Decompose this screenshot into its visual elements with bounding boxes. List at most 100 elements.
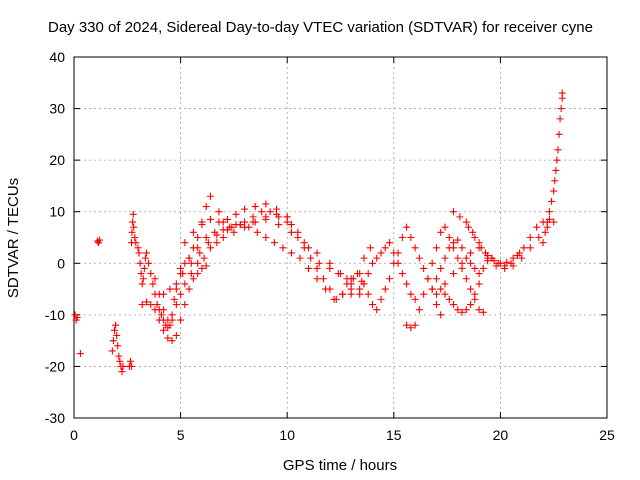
y-tick-label: 20 — [49, 152, 65, 168]
data-point — [467, 285, 475, 293]
data-point — [138, 301, 146, 309]
y-tick-label: 0 — [57, 255, 65, 271]
data-point — [177, 290, 185, 298]
data-point — [116, 357, 124, 365]
data-point — [471, 290, 479, 298]
data-point — [475, 270, 483, 278]
data-point — [445, 295, 453, 303]
data-point — [172, 301, 180, 309]
y-tick-label: -30 — [45, 410, 65, 426]
data-point — [356, 270, 364, 278]
data-point — [179, 270, 187, 278]
data-point — [202, 203, 210, 211]
data-point — [141, 254, 149, 262]
series-late-c — [464, 223, 524, 267]
series-early-cluster-a — [108, 321, 136, 376]
data-point — [411, 295, 419, 303]
data-point — [139, 275, 147, 283]
data-point — [432, 290, 440, 298]
data-point — [373, 254, 381, 262]
data-point — [550, 218, 558, 226]
data-point — [177, 264, 185, 272]
data-point — [232, 221, 240, 229]
data-point — [118, 368, 126, 376]
data-point — [273, 205, 281, 213]
data-point — [189, 275, 197, 283]
data-point — [128, 228, 136, 236]
data-point — [377, 295, 385, 303]
data-point — [219, 226, 227, 234]
data-point — [241, 205, 249, 213]
data-point — [279, 244, 287, 252]
data-point — [206, 215, 214, 223]
data-point — [475, 280, 483, 288]
data-point — [337, 270, 344, 278]
data-point — [432, 275, 440, 283]
data-point — [475, 306, 483, 314]
data-point — [520, 244, 528, 252]
data-point — [170, 295, 178, 303]
data-point — [206, 244, 214, 252]
data-point — [360, 254, 368, 262]
data-point — [111, 326, 119, 334]
data-point — [445, 234, 453, 241]
data-point — [326, 264, 334, 272]
data-point — [114, 342, 122, 350]
data-point — [177, 316, 185, 324]
data-point — [469, 228, 477, 236]
data-point — [202, 262, 210, 270]
data-point — [533, 223, 541, 231]
data-point — [251, 203, 259, 211]
data-point — [307, 254, 315, 262]
data-point — [300, 244, 308, 252]
data-point — [262, 200, 270, 208]
data-point — [270, 239, 278, 247]
data-point — [432, 244, 440, 252]
y-tick-label: 30 — [49, 101, 65, 117]
data-point — [445, 244, 453, 252]
data-point — [415, 306, 423, 314]
data-point — [557, 105, 565, 113]
y-tick-label: -20 — [45, 358, 65, 374]
data-point — [147, 301, 155, 309]
data-point — [96, 236, 104, 244]
data-point — [224, 215, 232, 223]
data-point — [232, 210, 240, 218]
data-point — [458, 259, 466, 267]
data-point — [134, 244, 142, 252]
series-arc-5 — [181, 200, 366, 285]
x-tick-label: 10 — [279, 427, 295, 443]
series-early-isolated — [71, 236, 104, 358]
data-point — [437, 228, 445, 236]
data-point — [364, 290, 372, 298]
data-point — [315, 259, 323, 267]
data-point — [164, 334, 172, 342]
data-point — [462, 254, 470, 262]
data-point — [206, 192, 214, 200]
data-point — [160, 326, 168, 334]
data-point — [381, 285, 389, 293]
data-point — [137, 270, 145, 278]
data-point — [373, 306, 381, 314]
data-point — [119, 362, 127, 370]
series-arc-7 — [215, 208, 295, 231]
data-point — [113, 331, 121, 339]
data-point — [458, 308, 466, 316]
data-point — [168, 337, 176, 345]
data-point — [548, 197, 556, 205]
data-point — [132, 239, 140, 247]
data-point — [213, 239, 221, 247]
data-point — [454, 306, 462, 314]
data-point — [339, 290, 347, 298]
series-final-rise — [539, 89, 566, 247]
data-point — [343, 275, 351, 283]
data-point — [249, 213, 257, 221]
y-tick-label: 10 — [49, 204, 65, 220]
data-point — [516, 249, 524, 257]
data-point — [194, 234, 202, 241]
data-point — [471, 264, 479, 272]
tick-labels: 0 5 10 15 20 25 -30 -20 -10 0 10 20 30 40 — [45, 49, 615, 443]
data-point — [194, 259, 202, 267]
data-point — [283, 218, 291, 226]
data-point — [168, 316, 176, 324]
